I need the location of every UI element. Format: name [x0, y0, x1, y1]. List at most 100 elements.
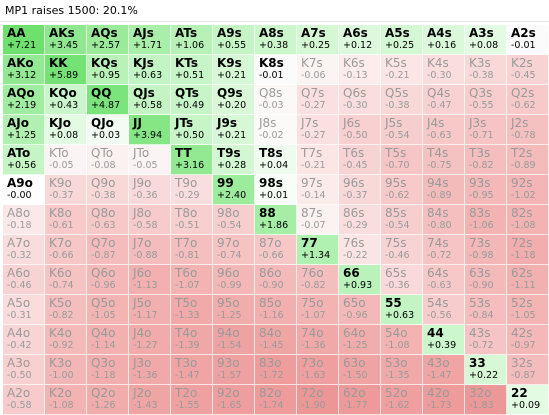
hand-cell-KTo[interactable]: KTo -0.05 — [45, 145, 87, 175]
hand-cell-85o[interactable]: 85o -1.16 — [255, 295, 297, 325]
hand-cell-Q6s[interactable]: Q6s -0.30 — [339, 85, 381, 115]
hand-cell-A5o[interactable]: A5o -0.31 — [3, 295, 45, 325]
hand-cell-92s[interactable]: 92s -1.02 — [507, 175, 549, 205]
hand-cell-K7s[interactable]: K7s -0.06 — [297, 55, 339, 85]
hand-cell-87s[interactable]: 87s -0.07 — [297, 205, 339, 235]
hand-cell-K6s[interactable]: K6s -0.13 — [339, 55, 381, 85]
hand-cell-A8s[interactable]: A8s +0.38 — [255, 25, 297, 55]
hand-cell-K3s[interactable]: K3s -0.38 — [465, 55, 507, 85]
hand-cell-A6o[interactable]: A6o -0.46 — [3, 265, 45, 295]
hand-cell-82o[interactable]: 82o -1.74 — [255, 385, 297, 415]
hand-cell-42s[interactable]: 42s -0.97 — [507, 325, 549, 355]
hand-cell-K2o[interactable]: K2o -1.08 — [45, 385, 87, 415]
hand-cell-KJo[interactable]: KJo +0.08 — [45, 115, 87, 145]
hand-cell-K4s[interactable]: K4s -0.30 — [423, 55, 465, 85]
hand-cell-66[interactable]: 66 +0.93 — [339, 265, 381, 295]
hand-cell-74o[interactable]: 74o -1.36 — [297, 325, 339, 355]
hand-cell-32s[interactable]: 32s -0.87 — [507, 355, 549, 385]
hand-cell-94s[interactable]: 94s -0.89 — [423, 175, 465, 205]
hand-cell-64o[interactable]: 64o -1.25 — [339, 325, 381, 355]
hand-cell-J3s[interactable]: J3s -0.71 — [465, 115, 507, 145]
hand-cell-77[interactable]: 77 +1.34 — [297, 235, 339, 265]
hand-cell-T9o[interactable]: T9o -0.29 — [171, 175, 213, 205]
hand-cell-52o[interactable]: 52o -1.62 — [381, 385, 423, 415]
hand-cell-94o[interactable]: 94o -1.54 — [213, 325, 255, 355]
hand-cell-64s[interactable]: 64s -0.63 — [423, 265, 465, 295]
hand-cell-T3o[interactable]: T3o -1.47 — [171, 355, 213, 385]
hand-cell-65o[interactable]: 65o -0.96 — [339, 295, 381, 325]
hand-cell-K8s[interactable]: K8s -0.01 — [255, 55, 297, 85]
hand-cell-75o[interactable]: 75o -1.07 — [297, 295, 339, 325]
hand-cell-95s[interactable]: 95s -0.62 — [381, 175, 423, 205]
hand-cell-QQ[interactable]: QQ +4.87 — [87, 85, 129, 115]
hand-cell-72s[interactable]: 72s -1.18 — [507, 235, 549, 265]
hand-cell-JTs[interactable]: JTs +0.50 — [171, 115, 213, 145]
hand-cell-JTo[interactable]: JTo -0.05 — [129, 145, 171, 175]
hand-cell-T6o[interactable]: T6o -1.07 — [171, 265, 213, 295]
hand-cell-Q8o[interactable]: Q8o -0.63 — [87, 205, 129, 235]
hand-cell-74s[interactable]: 74s -0.72 — [423, 235, 465, 265]
hand-cell-A7s[interactable]: A7s +0.25 — [297, 25, 339, 55]
hand-cell-A2s[interactable]: A2s -0.01 — [507, 25, 549, 55]
hand-cell-Q5s[interactable]: Q5s -0.38 — [381, 85, 423, 115]
hand-cell-J9o[interactable]: J9o -0.36 — [129, 175, 171, 205]
hand-cell-83o[interactable]: 83o -1.72 — [255, 355, 297, 385]
hand-cell-Q3s[interactable]: Q3s -0.55 — [465, 85, 507, 115]
hand-cell-T3s[interactable]: T3s -0.82 — [465, 145, 507, 175]
hand-cell-KQo[interactable]: KQo +0.43 — [45, 85, 87, 115]
hand-cell-K5o[interactable]: K5o -0.82 — [45, 295, 87, 325]
hand-cell-KK[interactable]: KK +5.89 — [45, 55, 87, 85]
hand-cell-ATs[interactable]: ATs +1.06 — [171, 25, 213, 55]
hand-cell-JJ[interactable]: JJ +3.94 — [129, 115, 171, 145]
hand-cell-A4s[interactable]: A4s +0.16 — [423, 25, 465, 55]
hand-cell-73o[interactable]: 73o -1.63 — [297, 355, 339, 385]
hand-cell-43s[interactable]: 43s -0.72 — [465, 325, 507, 355]
hand-cell-99[interactable]: 99 +2.40 — [213, 175, 255, 205]
hand-cell-T2s[interactable]: T2s -0.89 — [507, 145, 549, 175]
hand-cell-72o[interactable]: 72o -1.90 — [297, 385, 339, 415]
hand-cell-92o[interactable]: 92o -1.65 — [213, 385, 255, 415]
hand-cell-75s[interactable]: 75s -0.46 — [381, 235, 423, 265]
hand-cell-Q9s[interactable]: Q9s +0.20 — [213, 85, 255, 115]
hand-cell-93s[interactable]: 93s -0.95 — [465, 175, 507, 205]
hand-cell-J5o[interactable]: J5o -1.17 — [129, 295, 171, 325]
hand-cell-82s[interactable]: 82s -1.08 — [507, 205, 549, 235]
hand-cell-K9o[interactable]: K9o -0.37 — [45, 175, 87, 205]
hand-cell-K5s[interactable]: K5s -0.21 — [381, 55, 423, 85]
hand-cell-96s[interactable]: 96s -0.37 — [339, 175, 381, 205]
hand-cell-62o[interactable]: 62o -1.77 — [339, 385, 381, 415]
hand-cell-Q8s[interactable]: Q8s -0.03 — [255, 85, 297, 115]
hand-cell-95o[interactable]: 95o -1.25 — [213, 295, 255, 325]
hand-cell-A5s[interactable]: A5s +0.25 — [381, 25, 423, 55]
hand-cell-A6s[interactable]: A6s +0.12 — [339, 25, 381, 55]
hand-cell-84o[interactable]: 84o -1.45 — [255, 325, 297, 355]
hand-cell-K3o[interactable]: K3o -1.00 — [45, 355, 87, 385]
hand-cell-J7s[interactable]: J7s -0.27 — [297, 115, 339, 145]
hand-cell-AA[interactable]: AA +7.21 — [3, 25, 45, 55]
hand-cell-AKs[interactable]: AKs +3.45 — [45, 25, 87, 55]
hand-cell-AKo[interactable]: AKo +3.12 — [3, 55, 45, 85]
hand-cell-73s[interactable]: 73s -0.98 — [465, 235, 507, 265]
hand-cell-J4s[interactable]: J4s -0.63 — [423, 115, 465, 145]
hand-cell-T2o[interactable]: T2o -1.55 — [171, 385, 213, 415]
hand-cell-J8s[interactable]: J8s -0.02 — [255, 115, 297, 145]
hand-cell-A8o[interactable]: A8o -0.18 — [3, 205, 45, 235]
hand-cell-97o[interactable]: 97o -0.74 — [213, 235, 255, 265]
hand-cell-K4o[interactable]: K4o -0.92 — [45, 325, 87, 355]
hand-cell-KJs[interactable]: KJs +0.63 — [129, 55, 171, 85]
hand-cell-T7o[interactable]: T7o -0.81 — [171, 235, 213, 265]
hand-cell-T9s[interactable]: T9s +0.28 — [213, 145, 255, 175]
hand-cell-T6s[interactable]: T6s -0.45 — [339, 145, 381, 175]
hand-cell-44[interactable]: 44 +0.39 — [423, 325, 465, 355]
hand-cell-Q5o[interactable]: Q5o -1.05 — [87, 295, 129, 325]
hand-cell-63s[interactable]: 63s -0.90 — [465, 265, 507, 295]
hand-cell-QTo[interactable]: QTo -0.08 — [87, 145, 129, 175]
hand-cell-43o[interactable]: 43o -1.47 — [423, 355, 465, 385]
hand-cell-T5o[interactable]: T5o -1.33 — [171, 295, 213, 325]
hand-cell-J7o[interactable]: J7o -0.88 — [129, 235, 171, 265]
hand-cell-KTs[interactable]: KTs +0.51 — [171, 55, 213, 85]
hand-cell-T5s[interactable]: T5s -0.70 — [381, 145, 423, 175]
hand-cell-42o[interactable]: 42o -1.73 — [423, 385, 465, 415]
hand-cell-K8o[interactable]: K8o -0.61 — [45, 205, 87, 235]
hand-cell-T7s[interactable]: T7s -0.21 — [297, 145, 339, 175]
